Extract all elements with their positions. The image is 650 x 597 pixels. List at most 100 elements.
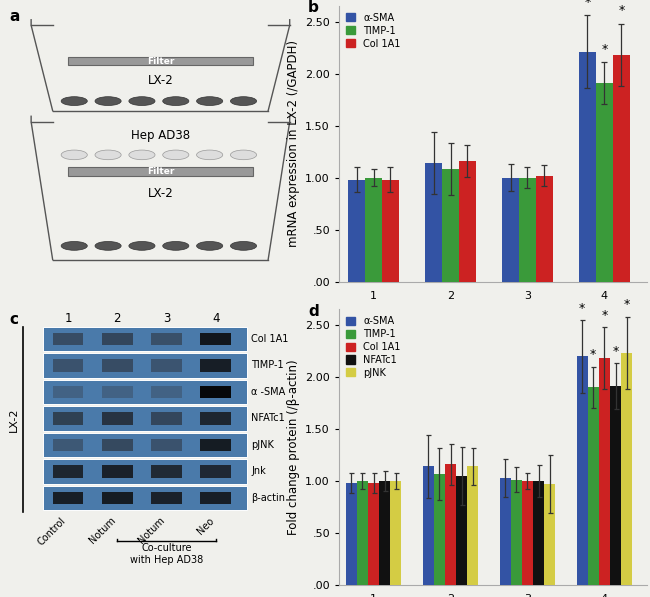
Text: pJNK: pJNK [251,440,274,450]
Ellipse shape [162,97,189,106]
Bar [459,161,476,282]
Bar [102,492,133,504]
Text: Notum: Notum [87,515,117,546]
Ellipse shape [231,150,257,160]
Bar [379,481,390,585]
Text: 1: 1 [64,312,72,325]
Bar [151,412,182,424]
Bar [44,327,246,351]
Text: Hep AD38: Hep AD38 [131,129,190,142]
Bar [596,83,613,282]
Text: *: * [601,309,608,322]
Text: *: * [584,0,591,9]
Bar [613,55,630,282]
Text: TIMP-1: TIMP-1 [251,361,284,370]
Bar [610,386,621,585]
Bar [621,353,632,585]
Legend: α-SMA, TIMP-1, Col 1A1, NFATc1, pJNK: α-SMA, TIMP-1, Col 1A1, NFATc1, pJNK [344,314,402,380]
Text: 2: 2 [114,312,121,325]
Bar [53,386,83,398]
Text: LX-2: LX-2 [148,187,174,200]
Ellipse shape [95,97,121,106]
Bar [456,476,467,585]
Text: *: * [618,4,625,17]
Text: α -SMA: α -SMA [251,387,285,397]
Bar [390,481,402,585]
Bar [151,439,182,451]
Text: *: * [623,298,630,312]
Bar [44,485,246,510]
Y-axis label: Fold change protein (/β-actin): Fold change protein (/β-actin) [287,359,300,535]
Bar [44,433,246,457]
Ellipse shape [61,97,87,106]
Text: Filter: Filter [147,57,174,66]
Text: Jnk: Jnk [251,466,266,476]
Bar [53,492,83,504]
Bar [382,180,399,282]
Bar [346,483,357,585]
Bar [577,356,588,585]
Bar [368,483,379,585]
Ellipse shape [129,241,155,250]
Bar [44,380,246,404]
Bar [579,52,596,282]
Bar [53,412,83,424]
Bar [357,481,368,585]
Bar [502,178,519,282]
Bar [200,492,231,504]
Bar [442,170,459,282]
Bar [500,478,511,585]
Text: *: * [590,348,597,361]
Text: Col 1A1: Col 1A1 [251,334,289,344]
Ellipse shape [231,241,257,250]
Bar [467,466,478,585]
Bar [68,57,253,65]
Text: Filter: Filter [147,167,174,176]
Text: Notum: Notum [136,515,166,546]
Text: Control: Control [36,515,68,547]
Text: LX-2: LX-2 [148,74,174,87]
Bar [151,359,182,371]
Bar [425,163,442,282]
Bar [200,359,231,371]
Bar [599,358,610,585]
Bar [200,386,231,398]
Bar [588,387,599,585]
Text: *: * [612,345,619,358]
Bar [522,481,533,585]
Text: NFATc1: NFATc1 [251,413,285,423]
Bar [533,481,544,585]
Bar [53,465,83,478]
Ellipse shape [129,97,155,106]
Text: β-actin: β-actin [251,493,285,503]
Bar [151,492,182,504]
Bar [102,359,133,371]
Bar [53,359,83,371]
Bar [53,439,83,451]
Ellipse shape [61,150,87,160]
Bar [102,386,133,398]
Bar [200,439,231,451]
Bar [44,353,246,378]
Bar [348,180,365,282]
Bar [151,465,182,478]
Ellipse shape [196,150,223,160]
Bar [544,484,555,585]
Text: 4: 4 [212,312,220,325]
Text: c: c [10,312,19,327]
Text: *: * [601,43,608,56]
Text: d: d [308,304,319,319]
Bar [200,412,231,424]
Bar [519,178,536,282]
Bar [445,464,456,585]
Bar [151,333,182,345]
Ellipse shape [162,241,189,250]
Text: Co-culture
with Hep AD38: Co-culture with Hep AD38 [130,543,203,565]
Ellipse shape [162,150,189,160]
Ellipse shape [95,241,121,250]
Bar [365,178,382,282]
Bar [102,412,133,424]
Bar [44,406,246,431]
Text: Neo: Neo [195,515,216,536]
Bar [151,386,182,398]
